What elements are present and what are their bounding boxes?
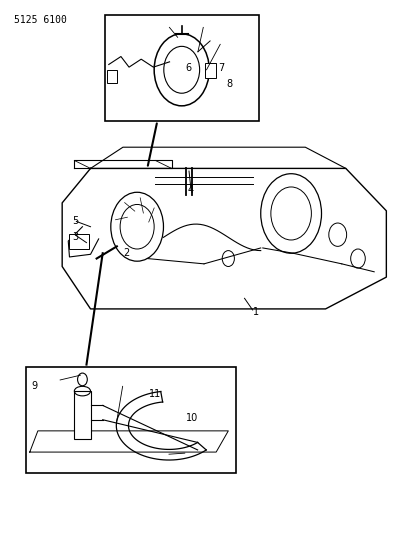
Text: 3: 3 — [72, 232, 78, 243]
Text: 1: 1 — [253, 306, 259, 317]
Text: 8: 8 — [226, 78, 233, 88]
Text: 5125 6100: 5125 6100 — [13, 14, 67, 25]
Bar — [26, 367, 236, 473]
Bar — [205, 63, 217, 78]
Text: 5: 5 — [72, 216, 79, 227]
Text: 11: 11 — [149, 389, 162, 399]
Text: 9: 9 — [32, 381, 38, 391]
Text: 4: 4 — [188, 184, 194, 195]
Text: 7: 7 — [218, 63, 224, 72]
Bar — [74, 391, 91, 439]
Text: 6: 6 — [186, 63, 192, 72]
Text: 10: 10 — [186, 413, 198, 423]
Text: 2: 2 — [123, 248, 129, 259]
Bar — [69, 234, 89, 249]
Bar — [107, 70, 117, 83]
Bar — [105, 14, 259, 120]
